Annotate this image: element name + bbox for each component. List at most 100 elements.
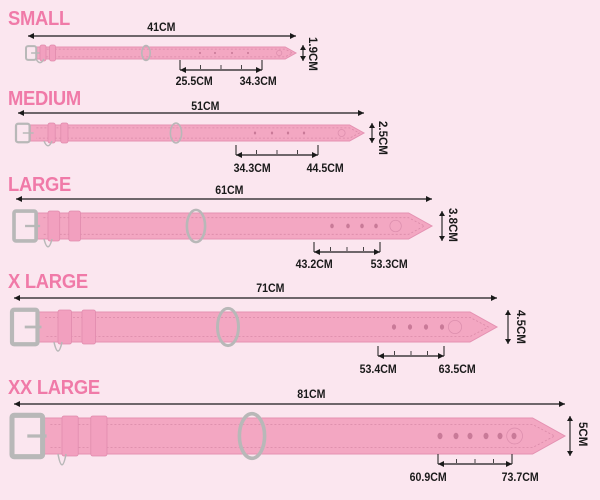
- width-arrow-x-large-top-arrow: [505, 310, 511, 315]
- width-label-x-large: 4.5CM: [514, 310, 526, 344]
- hole-icon: [374, 223, 378, 229]
- length-label-x-large: 71CM: [256, 283, 285, 295]
- keeper-loop-icon: [81, 309, 96, 345]
- length-arrow-x-large-right-arrow: [491, 295, 497, 301]
- hole-icon: [247, 51, 249, 55]
- hole-icon: [231, 51, 233, 55]
- stitching-x-large: [45, 317, 490, 337]
- hole-icon: [407, 324, 413, 330]
- hole-icon: [199, 51, 201, 55]
- hole-max-label-small: 34.3CM: [239, 76, 277, 88]
- keeper-loop-icon: [68, 210, 81, 242]
- hole-icon: [391, 324, 397, 330]
- hole-icon: [437, 432, 443, 440]
- logo-emboss-icon: [506, 427, 523, 445]
- hole-min-label-small: 25.5CM: [175, 76, 213, 88]
- size-title-medium: MEDIUM: [8, 88, 81, 110]
- hole-range-arrow-large-left-arrow: [314, 249, 320, 255]
- hole-range-arrow-small-right-arrow: [256, 67, 262, 73]
- d-ring-icon: [43, 238, 53, 248]
- width-label-large: 3.8CM: [446, 208, 458, 242]
- width-label-medium: 2.5CM: [376, 121, 388, 155]
- hole-icon: [423, 324, 429, 330]
- keeper-loop-icon: [57, 309, 72, 345]
- hole-max-label-x-large: 63.5CM: [438, 364, 476, 376]
- hole-range-arrow-small-left-arrow: [180, 67, 186, 73]
- hole-icon: [214, 51, 216, 55]
- hole-icon: [286, 131, 290, 135]
- hole-icon: [483, 432, 489, 440]
- hole-icon: [253, 131, 257, 135]
- keeper-loop-icon: [49, 44, 56, 62]
- hole-max-label-large: 53.3CM: [370, 259, 408, 271]
- keeper-loop-icon: [60, 122, 69, 144]
- length-label-medium: 51CM: [191, 101, 220, 113]
- hole-icon: [360, 223, 364, 229]
- hole-range-arrow-xx-large-left-arrow: [438, 461, 444, 467]
- o-ring-icon: [141, 44, 152, 62]
- width-label-xx-large: 5CM: [576, 422, 588, 447]
- d-ring-icon: [57, 453, 67, 466]
- stitching-small: [42, 48, 294, 58]
- size-title-xx-large: XX LARGE: [8, 377, 100, 399]
- hole-icon: [346, 223, 350, 229]
- width-arrow-medium-bottom-arrow: [369, 138, 375, 143]
- o-ring-icon: [185, 208, 207, 244]
- stitching-medium: [36, 127, 361, 139]
- keeper-loop-icon: [47, 122, 56, 144]
- width-arrow-small-top-arrow: [300, 45, 306, 50]
- hole-range-arrow-x-large-left-arrow: [378, 353, 384, 359]
- hole-min-label-medium: 34.3CM: [233, 163, 271, 175]
- width-label-small: 1.9CM: [306, 37, 318, 71]
- width-arrow-xx-large-bottom-arrow: [567, 451, 573, 456]
- hole-icon: [467, 432, 473, 440]
- width-arrow-large-bottom-arrow: [439, 236, 445, 241]
- hole-min-label-xx-large: 60.9CM: [409, 472, 447, 484]
- width-arrow-small-bottom-arrow: [300, 56, 306, 61]
- hole-max-label-medium: 44.5CM: [306, 163, 344, 175]
- hole-range-arrow-medium-right-arrow: [312, 152, 318, 158]
- d-ring-icon: [35, 58, 45, 64]
- width-arrow-xx-large-top-arrow: [567, 416, 573, 421]
- hole-min-label-large: 43.2CM: [295, 259, 333, 271]
- length-arrow-medium-right-arrow: [358, 110, 364, 116]
- length-label-small: 41CM: [147, 22, 176, 34]
- hole-min-label-x-large: 53.4CM: [359, 364, 397, 376]
- collar-strap-large: [36, 212, 434, 240]
- hole-icon: [302, 131, 306, 135]
- size-title-x-large: X LARGE: [8, 271, 88, 293]
- keeper-loop-icon: [39, 44, 47, 62]
- o-ring-icon: [169, 122, 183, 144]
- hole-range-arrow-xx-large-right-arrow: [506, 461, 512, 467]
- collar-strap-x-large: [38, 311, 499, 343]
- length-arrow-xx-large-right-arrow: [559, 401, 565, 407]
- width-arrow-large-top-arrow: [439, 211, 445, 216]
- o-ring-icon: [237, 411, 267, 461]
- length-arrow-small-left-arrow: [28, 33, 34, 39]
- hole-icon: [453, 432, 459, 440]
- stitching-xx-large: [50, 424, 556, 448]
- keeper-loop-icon: [47, 210, 61, 242]
- hole-range-arrow-x-large-right-arrow: [438, 353, 444, 359]
- size-title-large: LARGE: [8, 174, 72, 196]
- logo-emboss-icon: [337, 129, 346, 137]
- hole-icon: [497, 432, 503, 440]
- d-ring-icon: [53, 341, 63, 352]
- length-arrow-small-right-arrow: [290, 33, 296, 39]
- hole-icon: [270, 131, 274, 135]
- logo-emboss-icon: [276, 49, 283, 57]
- logo-emboss-icon: [447, 319, 462, 334]
- hole-max-label-xx-large: 73.7CM: [501, 472, 539, 484]
- hole-icon: [439, 324, 445, 330]
- length-arrow-x-large-left-arrow: [14, 295, 20, 301]
- length-arrow-large-left-arrow: [16, 196, 22, 202]
- hole-range-arrow-large-right-arrow: [374, 249, 380, 255]
- hole-icon: [511, 432, 517, 440]
- size-title-small: SMALL: [8, 8, 70, 30]
- logo-emboss-icon: [389, 219, 402, 233]
- length-arrow-medium-left-arrow: [18, 110, 24, 116]
- hole-range-arrow-medium-left-arrow: [236, 152, 242, 158]
- collar-strap-medium: [29, 124, 366, 142]
